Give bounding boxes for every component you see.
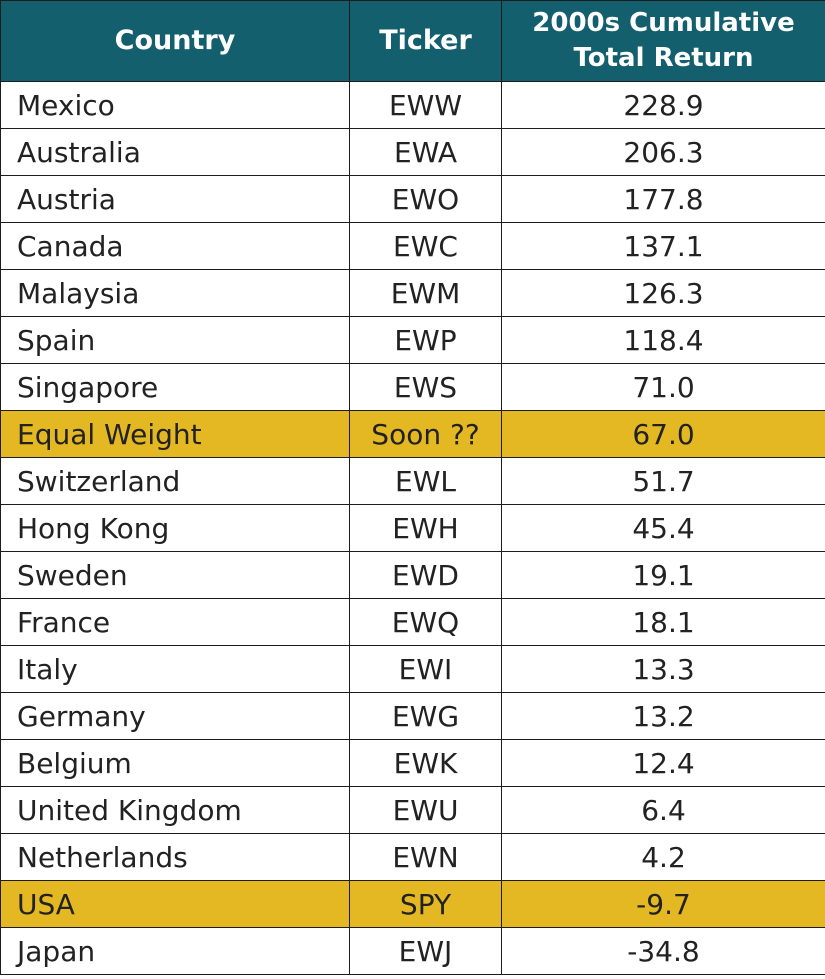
cell-return: 177.8: [501, 175, 825, 223]
cell-return: 45.4: [501, 504, 825, 552]
column-header-country: Country: [0, 0, 350, 82]
table-row: Malaysia EWM 126.3: [0, 269, 825, 317]
cell-country: Malaysia: [0, 269, 350, 317]
table-row: Italy EWI 13.3: [0, 645, 825, 693]
column-header-ticker: Ticker: [349, 0, 502, 82]
cell-return: 19.1: [501, 551, 825, 599]
cell-country: USA: [0, 880, 350, 928]
cell-ticker: EWO: [349, 175, 502, 223]
table-row: United Kingdom EWU 6.4: [0, 786, 825, 834]
cell-country: Sweden: [0, 551, 350, 599]
table-body: Mexico EWW 228.9 Australia EWA 206.3 Austria EW…: [0, 81, 825, 975]
cell-country: France: [0, 598, 350, 646]
cell-return: 67.0: [501, 410, 825, 458]
cell-country: Germany: [0, 692, 350, 740]
cell-ticker: EWC: [349, 222, 502, 270]
cell-ticker: Soon ??: [349, 410, 502, 458]
cell-ticker: EWA: [349, 128, 502, 176]
cell-return: 137.1: [501, 222, 825, 270]
table-row: Switzerland EWL 51.7: [0, 457, 825, 505]
cell-country: Equal Weight: [0, 410, 350, 458]
table-row: Mexico EWW 228.9: [0, 81, 825, 129]
cell-return: 228.9: [501, 81, 825, 129]
cell-country: Netherlands: [0, 833, 350, 881]
table-row: Belgium EWK 12.4: [0, 739, 825, 787]
table-row: Canada EWC 137.1: [0, 222, 825, 270]
cell-return: 118.4: [501, 316, 825, 364]
cell-ticker: EWS: [349, 363, 502, 411]
cell-ticker: EWN: [349, 833, 502, 881]
cell-ticker: EWM: [349, 269, 502, 317]
cell-return: 12.4: [501, 739, 825, 787]
cell-ticker: EWW: [349, 81, 502, 129]
cell-return: -9.7: [501, 880, 825, 928]
table-row: Australia EWA 206.3: [0, 128, 825, 176]
cell-ticker: EWD: [349, 551, 502, 599]
cell-return: 51.7: [501, 457, 825, 505]
cell-ticker: EWI: [349, 645, 502, 693]
cell-ticker: EWK: [349, 739, 502, 787]
table-row: Sweden EWD 19.1: [0, 551, 825, 599]
cell-country: Mexico: [0, 81, 350, 129]
cell-ticker: EWG: [349, 692, 502, 740]
cell-country: Spain: [0, 316, 350, 364]
cell-return: 18.1: [501, 598, 825, 646]
cell-country: Hong Kong: [0, 504, 350, 552]
cell-country: Belgium: [0, 739, 350, 787]
table-row: Japan EWJ -34.8: [0, 927, 825, 975]
cell-return: 206.3: [501, 128, 825, 176]
cell-country: Switzerland: [0, 457, 350, 505]
cell-country: Canada: [0, 222, 350, 270]
cell-country: Japan: [0, 927, 350, 975]
cell-ticker: SPY: [349, 880, 502, 928]
cell-ticker: EWL: [349, 457, 502, 505]
cell-return: 71.0: [501, 363, 825, 411]
cell-country: Italy: [0, 645, 350, 693]
cell-ticker: EWQ: [349, 598, 502, 646]
table-row: Netherlands EWN 4.2: [0, 833, 825, 881]
cell-return: -34.8: [501, 927, 825, 975]
table-row: Singapore EWS 71.0: [0, 363, 825, 411]
cell-return: 13.3: [501, 645, 825, 693]
cell-return: 6.4: [501, 786, 825, 834]
cell-ticker: EWU: [349, 786, 502, 834]
table-row-highlighted: USA SPY -9.7: [0, 880, 825, 928]
cell-ticker: EWJ: [349, 927, 502, 975]
table-row: Spain EWP 118.4: [0, 316, 825, 364]
cell-return: 126.3: [501, 269, 825, 317]
header-row: Country Ticker 2000s Cumulative Total Re…: [0, 0, 825, 82]
table-header: Country Ticker 2000s Cumulative Total Re…: [0, 0, 825, 82]
cell-country: Australia: [0, 128, 350, 176]
cell-country: United Kingdom: [0, 786, 350, 834]
column-header-return: 2000s Cumulative Total Return: [501, 0, 825, 82]
cell-ticker: EWH: [349, 504, 502, 552]
cell-return: 4.2: [501, 833, 825, 881]
cell-return: 13.2: [501, 692, 825, 740]
table-row: France EWQ 18.1: [0, 598, 825, 646]
cell-ticker: EWP: [349, 316, 502, 364]
table-row: Hong Kong EWH 45.4: [0, 504, 825, 552]
table-row-highlighted: Equal Weight Soon ?? 67.0: [0, 410, 825, 458]
cell-country: Austria: [0, 175, 350, 223]
table-row: Austria EWO 177.8: [0, 175, 825, 223]
cell-country: Singapore: [0, 363, 350, 411]
table-row: Germany EWG 13.2: [0, 692, 825, 740]
